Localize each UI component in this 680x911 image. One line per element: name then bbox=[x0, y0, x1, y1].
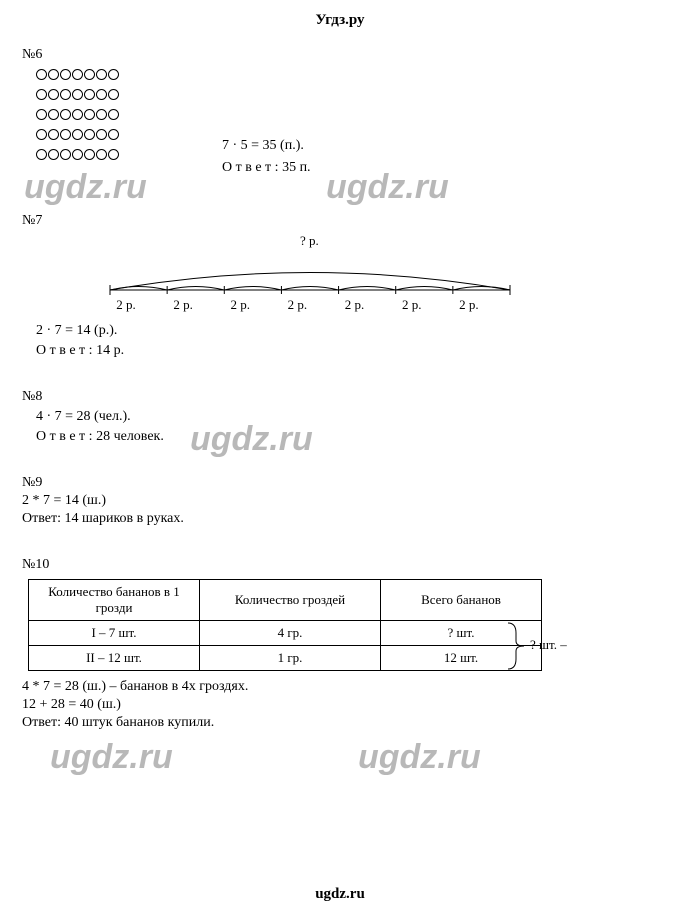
task7-diagram bbox=[100, 255, 520, 295]
task10-table: Количество бананов в 1 грозди Количество… bbox=[28, 579, 542, 671]
task10-line1: 4 * 7 = 28 (ш.) – бананов в 4х гроздях. bbox=[22, 679, 680, 695]
task9-answer: Ответ: 14 шариков в руках. bbox=[22, 511, 680, 527]
task7-number: №7 bbox=[22, 213, 680, 229]
task9-equation: 2 * 7 = 14 (ш.) bbox=[22, 493, 680, 509]
brace-label: ? шт. – bbox=[530, 637, 567, 653]
task7-seg-labels: 2 р.2 р.2 р.2 р.2 р.2 р.2 р. bbox=[97, 297, 680, 313]
table-cell: 4 гр. bbox=[200, 621, 381, 646]
task6-equation: 7 · 5 = 35 (п.). bbox=[222, 138, 311, 154]
task10-line2: 12 + 28 = 40 (ш.) bbox=[22, 697, 680, 713]
brace-icon bbox=[506, 621, 528, 671]
watermark: ugdz.ru bbox=[326, 168, 449, 207]
table-header: Количество бананов в 1 грозди bbox=[29, 580, 200, 621]
page-title: Угдз.ру bbox=[0, 0, 680, 29]
task10-number: №10 bbox=[22, 557, 680, 573]
task8-equation: 4 · 7 = 28 (чел.). bbox=[36, 409, 680, 425]
table-cell: II – 12 шт. bbox=[29, 646, 200, 671]
task7-top-label: ? р. bbox=[300, 233, 680, 249]
task7-answer-value: 14 р. bbox=[96, 343, 124, 358]
task9-number: №9 bbox=[22, 475, 680, 491]
watermark: ugdz.ru bbox=[50, 738, 173, 777]
task8-answer-value: 28 человек. bbox=[96, 429, 164, 444]
task8-number: №8 bbox=[22, 389, 680, 405]
table-header: Всего бананов bbox=[381, 580, 542, 621]
table-row: I – 7 шт. 4 гр. ? шт. bbox=[29, 621, 542, 646]
table-cell: I – 7 шт. bbox=[29, 621, 200, 646]
task10-answer: Ответ: 40 штук бананов купили. bbox=[22, 715, 680, 731]
task7-answer-label: О т в е т : bbox=[36, 343, 93, 358]
task6-answer-value: 35 п. bbox=[282, 160, 311, 175]
watermark: ugdz.ru bbox=[24, 168, 147, 207]
table-row: II – 12 шт. 1 гр. 12 шт. bbox=[29, 646, 542, 671]
task8-answer-label: О т в е т : bbox=[36, 429, 93, 444]
watermark: ugdz.ru bbox=[358, 738, 481, 777]
task7-equation: 2 · 7 = 14 (р.). bbox=[36, 323, 680, 339]
table-header: Количество гроздей bbox=[200, 580, 381, 621]
footer: ugdz.ru bbox=[0, 886, 680, 903]
task6-number: №6 bbox=[22, 47, 680, 63]
table-cell: 1 гр. bbox=[200, 646, 381, 671]
task6-circles bbox=[0, 67, 680, 167]
task6-answer-label: О т в е т : bbox=[222, 160, 279, 175]
